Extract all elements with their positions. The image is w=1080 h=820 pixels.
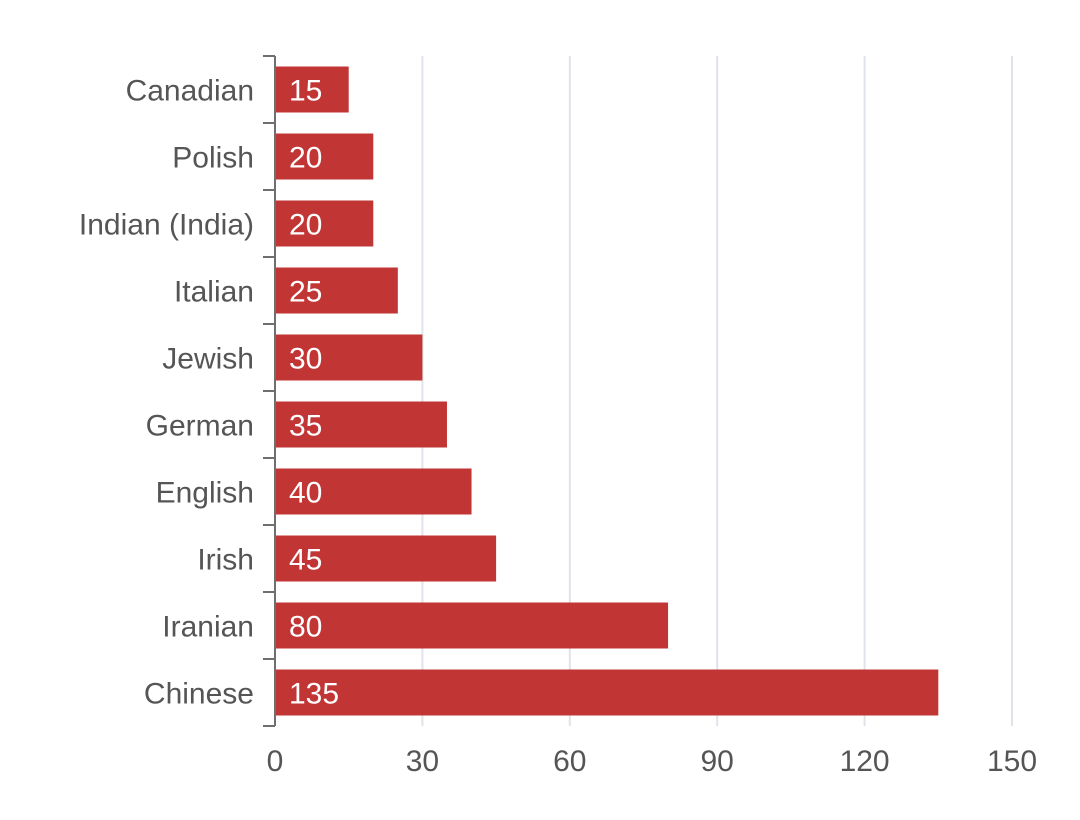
labels: 15 Canadian 20 Polish 20 Indian (India) 25 Ital…	[79, 75, 1037, 779]
bar-polish	[275, 133, 374, 180]
x-tick-label: 60	[553, 745, 586, 778]
axes	[263, 55, 276, 727]
bar-english	[275, 468, 472, 515]
x-tick-label: 0	[267, 745, 284, 778]
x-tick-label: 90	[701, 745, 734, 778]
data-label: 80	[289, 611, 322, 644]
bar-iranian	[275, 602, 669, 649]
category-label: English	[156, 477, 254, 510]
bar-indian-india	[275, 200, 374, 247]
category-label: Indian (India)	[79, 209, 254, 242]
data-label: 40	[289, 477, 322, 510]
data-label: 20	[289, 142, 322, 175]
category-label: Iranian	[162, 611, 254, 644]
category-label: German	[146, 410, 254, 443]
category-label: Canadian	[126, 75, 254, 108]
bar-german	[275, 401, 447, 448]
data-label: 135	[289, 678, 339, 711]
category-label: Italian	[174, 276, 254, 309]
data-label: 30	[289, 343, 322, 376]
bar-chinese	[275, 669, 939, 716]
data-label: 45	[289, 544, 322, 577]
x-tick-label: 150	[987, 745, 1037, 778]
category-label: Chinese	[144, 678, 254, 711]
data-label: 35	[289, 410, 322, 443]
bar-jewish	[275, 334, 423, 381]
category-label: Polish	[172, 142, 254, 175]
data-label: 20	[289, 209, 322, 242]
category-label: Jewish	[162, 343, 254, 376]
bars	[275, 66, 939, 716]
x-tick-label: 120	[840, 745, 890, 778]
data-label: 25	[289, 276, 322, 309]
bar-irish	[275, 535, 497, 582]
data-label: 15	[289, 75, 322, 108]
x-tick-label: 30	[406, 745, 439, 778]
bar-italian	[275, 267, 398, 314]
bar-canadian	[275, 66, 349, 113]
category-label: Irish	[197, 544, 254, 577]
